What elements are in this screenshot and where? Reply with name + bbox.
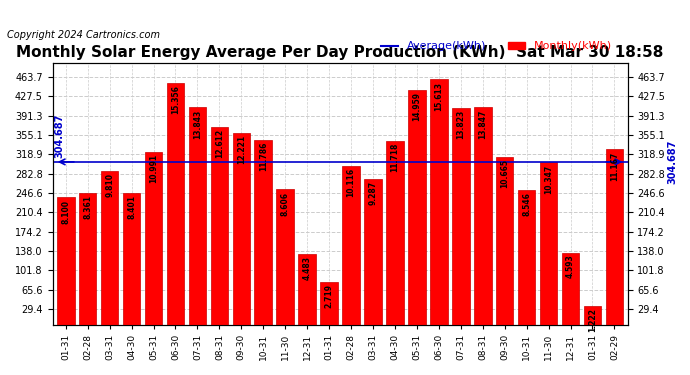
Text: 13.843: 13.843 <box>193 110 202 139</box>
Bar <box>474 107 491 325</box>
Text: 10.347: 10.347 <box>544 164 553 194</box>
Text: 12.612: 12.612 <box>215 129 224 158</box>
Text: 11.786: 11.786 <box>259 142 268 171</box>
Text: 8.401: 8.401 <box>127 195 136 219</box>
Bar <box>540 162 558 325</box>
Bar <box>452 108 470 325</box>
Bar <box>101 171 119 325</box>
Text: 304.687: 304.687 <box>55 113 65 158</box>
Bar <box>496 157 513 325</box>
Text: 11.718: 11.718 <box>391 143 400 172</box>
Text: 10.665: 10.665 <box>500 159 509 188</box>
Bar <box>386 141 404 325</box>
Bar <box>320 282 338 325</box>
Title: Monthly Solar Energy Average Per Day Production (KWh)  Sat Mar 30 18:58: Monthly Solar Energy Average Per Day Pro… <box>17 45 664 60</box>
Bar <box>606 149 623 325</box>
Bar <box>342 166 359 325</box>
Text: 14.959: 14.959 <box>413 92 422 121</box>
Text: 13.847: 13.847 <box>478 109 487 139</box>
Bar <box>562 252 580 325</box>
Text: 8.361: 8.361 <box>83 195 92 219</box>
Bar <box>167 84 184 325</box>
Text: 4.483: 4.483 <box>303 256 312 280</box>
Bar <box>123 193 140 325</box>
Text: 8.100: 8.100 <box>61 200 70 223</box>
Bar <box>145 152 162 325</box>
Text: 8.546: 8.546 <box>522 193 531 216</box>
Text: 8.606: 8.606 <box>281 192 290 216</box>
Legend: Average(kWh), Monthly(kWh): Average(kWh), Monthly(kWh) <box>377 37 616 56</box>
Text: Copyright 2024 Cartronics.com: Copyright 2024 Cartronics.com <box>7 30 160 39</box>
Text: 10.116: 10.116 <box>346 168 355 197</box>
Text: 1.222: 1.222 <box>588 308 597 332</box>
Text: 10.991: 10.991 <box>149 154 158 183</box>
Text: 9.810: 9.810 <box>105 173 114 197</box>
Bar <box>364 179 382 325</box>
Text: 2.719: 2.719 <box>324 284 333 308</box>
Bar <box>210 126 228 325</box>
Text: 11.167: 11.167 <box>610 152 619 181</box>
Text: 15.356: 15.356 <box>171 86 180 114</box>
Bar <box>518 190 535 325</box>
Text: 304.687: 304.687 <box>668 140 678 184</box>
Bar <box>233 133 250 325</box>
Text: 12.221: 12.221 <box>237 135 246 164</box>
Bar <box>277 189 294 325</box>
Bar <box>430 80 448 325</box>
Bar <box>584 306 601 325</box>
Text: 13.823: 13.823 <box>456 110 465 139</box>
Bar <box>79 194 97 325</box>
Bar <box>255 140 272 325</box>
Text: 4.593: 4.593 <box>566 255 575 279</box>
Bar <box>57 198 75 325</box>
Bar <box>408 90 426 325</box>
Bar <box>188 107 206 325</box>
Text: 9.287: 9.287 <box>368 181 377 205</box>
Bar <box>298 254 316 325</box>
Text: 15.613: 15.613 <box>434 81 444 111</box>
